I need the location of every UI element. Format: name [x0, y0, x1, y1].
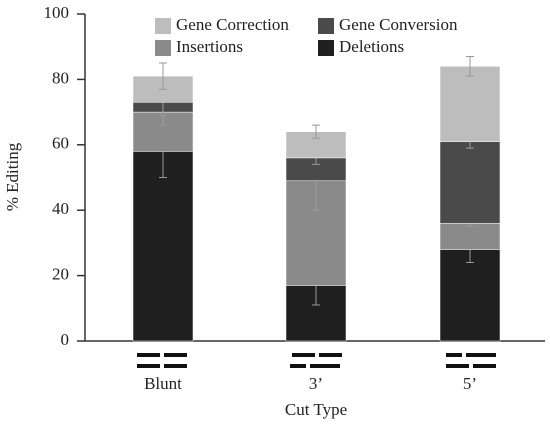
- bar-segment: [132, 151, 194, 342]
- legend-label: Gene Conversion: [339, 15, 458, 34]
- y-tick-label: 20: [52, 265, 69, 284]
- bar-segment: [439, 141, 501, 224]
- error-bar: [466, 56, 474, 77]
- y-tick-label: 40: [52, 199, 69, 218]
- legend-swatch: [155, 40, 171, 56]
- bar-segment: [439, 66, 501, 142]
- error-bar: [159, 62, 167, 90]
- x-tick-label: 3’: [309, 374, 323, 393]
- legend-label: Gene Correction: [176, 15, 289, 34]
- cut-icons: [137, 353, 496, 368]
- legend-label: Deletions: [339, 37, 404, 56]
- bar-segment: [439, 223, 501, 250]
- error-bar: [312, 124, 320, 139]
- y-tick-label: 100: [44, 3, 70, 22]
- legend-label: Insertions: [176, 37, 243, 56]
- legend-swatch: [318, 18, 334, 34]
- bar-segment: [439, 249, 501, 342]
- x-tick-label: 5’: [463, 374, 477, 393]
- y-tick-label: 60: [52, 134, 69, 153]
- legend-swatch: [155, 18, 171, 34]
- y-tick-label: 0: [61, 330, 70, 349]
- x-axis-title: Cut Type: [285, 400, 347, 419]
- y-tick-label: 80: [52, 68, 69, 87]
- legend-swatch: [318, 40, 334, 56]
- x-tick-label: Blunt: [144, 374, 182, 393]
- y-axis-title: % Editing: [3, 142, 22, 211]
